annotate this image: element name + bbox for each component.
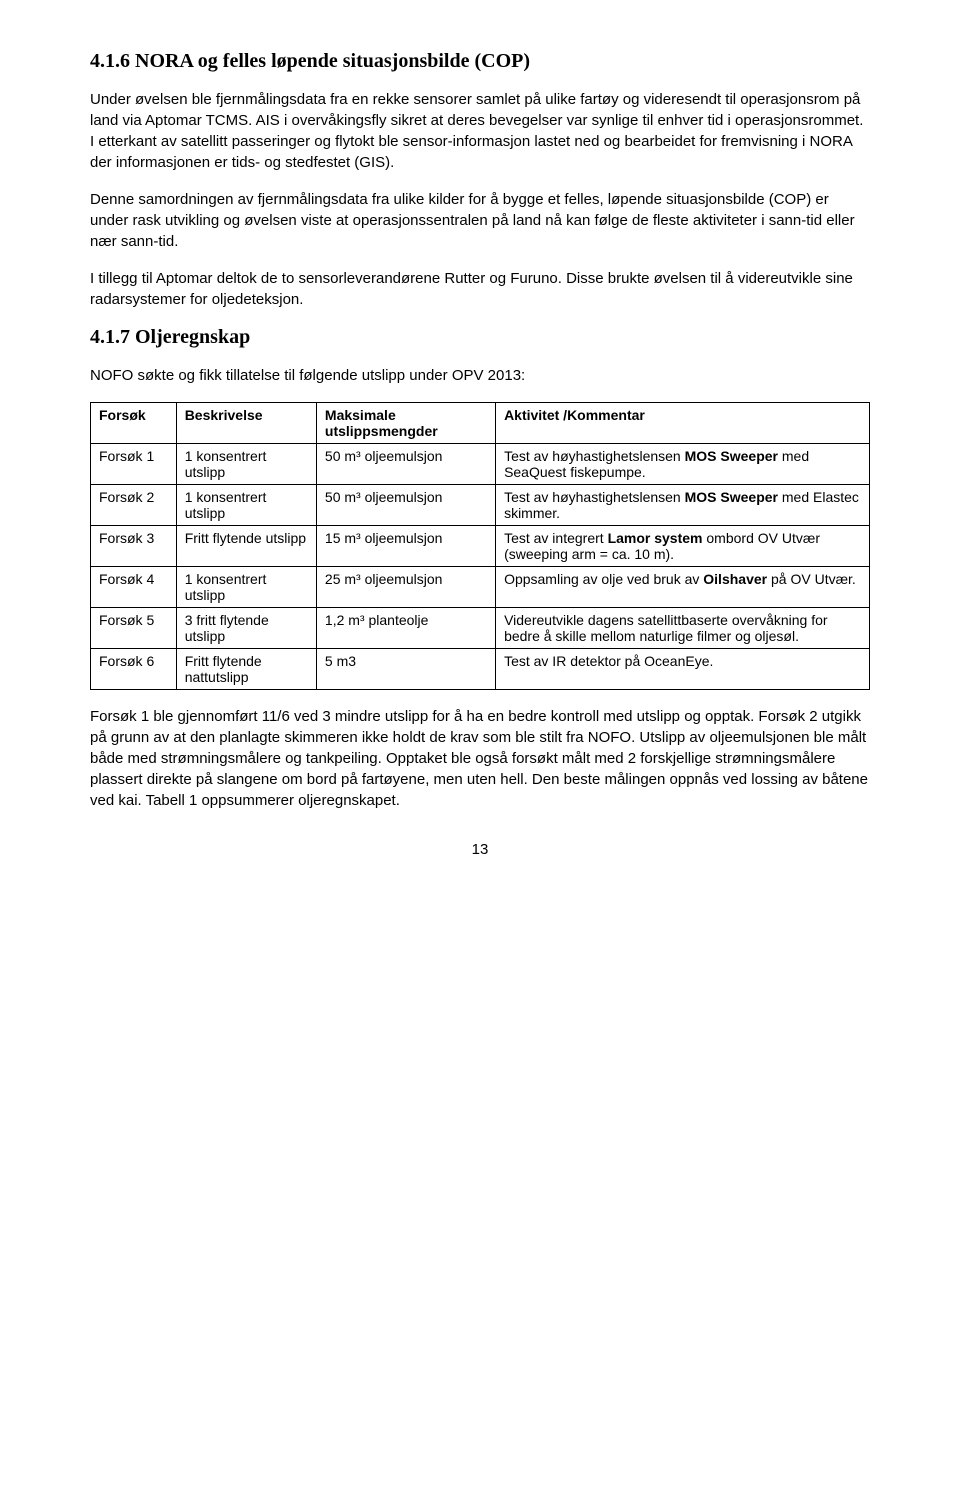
cell-beskrivelse: 1 konsentrert utslipp <box>176 567 316 608</box>
header-beskrivelse: Beskrivelse <box>176 403 316 444</box>
section1-para2: Denne samordningen av fjernmålingsdata f… <box>90 189 870 252</box>
cell-aktivitet: Test av høyhastighetslensen MOS Sweeper … <box>496 444 870 485</box>
cell-forsok: Forsøk 5 <box>91 608 177 649</box>
header-maksimale: Maksimale utslippsmengder <box>316 403 495 444</box>
cell-beskrivelse: 1 konsentrert utslipp <box>176 444 316 485</box>
header-forsok: Forsøk <box>91 403 177 444</box>
section2-footer-para: Forsøk 1 ble gjennomført 11/6 ved 3 mind… <box>90 706 870 811</box>
table-header-row: Forsøk Beskrivelse Maksimale utslippsmen… <box>91 403 870 444</box>
section-heading-cop: 4.1.6 NORA og felles løpende situasjonsb… <box>90 50 870 73</box>
table-row: Forsøk 53 fritt flytende utslipp1,2 m³ p… <box>91 608 870 649</box>
cell-beskrivelse: 3 fritt flytende utslipp <box>176 608 316 649</box>
cell-forsok: Forsøk 3 <box>91 526 177 567</box>
cell-maksimale: 25 m³ oljeemulsjon <box>316 567 495 608</box>
cell-maksimale: 1,2 m³ planteolje <box>316 608 495 649</box>
section1-para3: I tillegg til Aptomar deltok de to senso… <box>90 268 870 310</box>
cell-aktivitet: Test av IR detektor på OceanEye. <box>496 649 870 690</box>
cell-aktivitet: Videreutvikle dagens satellittbaserte ov… <box>496 608 870 649</box>
header-aktivitet: Aktivitet /Kommentar <box>496 403 870 444</box>
cell-beskrivelse: Fritt flytende utslipp <box>176 526 316 567</box>
table-row: Forsøk 11 konsentrert utslipp50 m³ oljee… <box>91 444 870 485</box>
section-heading-oljeregnskap: 4.1.7 Oljeregnskap <box>90 326 870 349</box>
cell-forsok: Forsøk 1 <box>91 444 177 485</box>
cell-maksimale: 50 m³ oljeemulsjon <box>316 444 495 485</box>
aktivitet-bold: Oilshaver <box>703 571 767 587</box>
section2-intro: NOFO søkte og fikk tillatelse til følgen… <box>90 365 870 386</box>
utslipp-table: Forsøk Beskrivelse Maksimale utslippsmen… <box>90 402 870 690</box>
cell-beskrivelse: Fritt flytende nattutslipp <box>176 649 316 690</box>
table-row: Forsøk 3Fritt flytende utslipp15 m³ olje… <box>91 526 870 567</box>
cell-maksimale: 5 m3 <box>316 649 495 690</box>
cell-forsok: Forsøk 4 <box>91 567 177 608</box>
table-row: Forsøk 21 konsentrert utslipp50 m³ oljee… <box>91 485 870 526</box>
cell-aktivitet: Test av høyhastighetslensen MOS Sweeper … <box>496 485 870 526</box>
cell-aktivitet: Oppsamling av olje ved bruk av Oilshaver… <box>496 567 870 608</box>
cell-beskrivelse: 1 konsentrert utslipp <box>176 485 316 526</box>
aktivitet-bold: MOS Sweeper <box>685 489 778 505</box>
cell-forsok: Forsøk 6 <box>91 649 177 690</box>
page-number: 13 <box>90 841 870 858</box>
table-row: Forsøk 6Fritt flytende nattutslipp5 m3Te… <box>91 649 870 690</box>
cell-maksimale: 15 m³ oljeemulsjon <box>316 526 495 567</box>
cell-aktivitet: Test av integrert Lamor system ombord OV… <box>496 526 870 567</box>
cell-forsok: Forsøk 2 <box>91 485 177 526</box>
cell-maksimale: 50 m³ oljeemulsjon <box>316 485 495 526</box>
aktivitet-bold: Lamor system <box>608 530 703 546</box>
table-row: Forsøk 41 konsentrert utslipp25 m³ oljee… <box>91 567 870 608</box>
aktivitet-bold: MOS Sweeper <box>685 448 778 464</box>
section1-para1: Under øvelsen ble fjernmålingsdata fra e… <box>90 89 870 173</box>
